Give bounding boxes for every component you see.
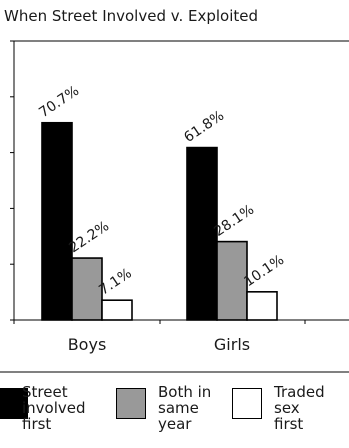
bar-girls-both-in-same-year (216, 240, 248, 321)
data-label-boys-street-involved-first: 70.7% (36, 83, 82, 121)
bar-girls-street-involved-first (186, 146, 218, 321)
data-label-girls-street-involved-first: 61.8% (181, 108, 227, 146)
x-tick-label-boys: Boys (68, 335, 107, 354)
bar-boys-street-involved-first (41, 121, 73, 321)
legend-swatch-street-involved-first (0, 388, 28, 419)
legend-swatch-both-in-same-year (116, 388, 146, 419)
bar-boys-traded-sex-first (101, 299, 133, 321)
x-tick-label-girls: Girls (214, 335, 250, 354)
legend-swatch-traded-sex-first (232, 388, 262, 419)
bar-boys-both-in-same-year (71, 257, 103, 321)
legend-label-traded-sex-first: Traded sex first (274, 383, 325, 433)
chart-legend: Street involved first Both in same year … (0, 374, 349, 448)
data-label-girls-traded-sex-first: 10.1% (241, 252, 287, 290)
data-label-girls-both-in-same-year: 28.1% (211, 202, 257, 240)
chart-title: When Street Involved v. Exploited (4, 7, 259, 25)
bar-girls-traded-sex-first (246, 291, 278, 321)
legend-label-both-in-same-year: Both in same year (158, 383, 212, 433)
legend-label-street-involved-first: Street involved first (22, 383, 86, 433)
data-label-boys-both-in-same-year: 22.2% (66, 218, 112, 256)
